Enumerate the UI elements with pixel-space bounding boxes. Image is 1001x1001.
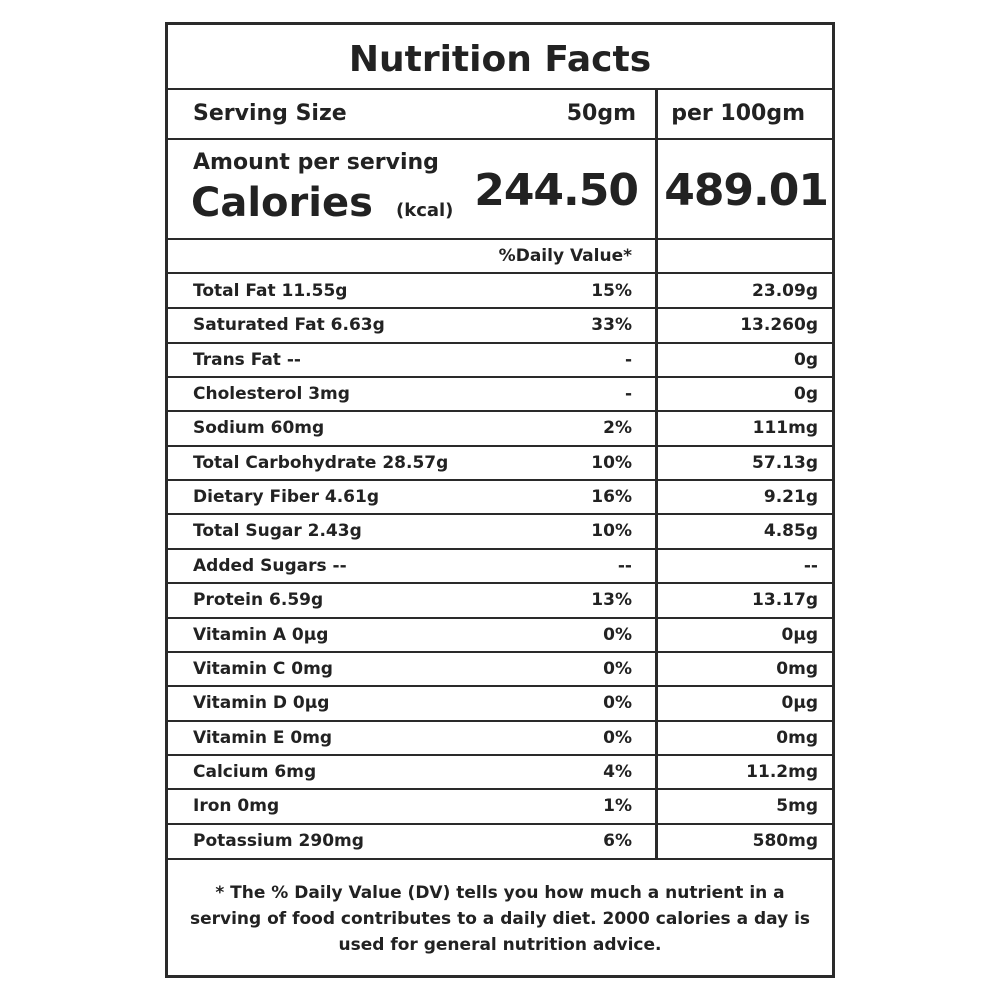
divider — [168, 376, 832, 379]
nutrient-name: Trans Fat -- — [193, 349, 301, 370]
nutrient-name: Vitamin A 0µg — [193, 624, 329, 645]
nutrient-name: Added Sugars -- — [193, 555, 347, 576]
daily-value: 1% — [603, 796, 632, 817]
nutrient-name: Vitamin D 0µg — [193, 693, 330, 714]
nutrient-name: Dietary Fiber 4.61g — [193, 487, 380, 508]
per-100g: 0mg — [776, 658, 818, 679]
per-100g: 0mg — [776, 727, 818, 748]
nutrient-name: Vitamin E 0mg — [193, 727, 333, 748]
daily-value: 33% — [591, 315, 632, 336]
per-100g: 23.09g — [752, 281, 818, 301]
per-100g: 9.21g — [763, 487, 818, 508]
daily-value: 10% — [591, 521, 632, 542]
nutrient-name: Calcium 6mg — [193, 761, 317, 782]
per-100g: 0µg — [781, 693, 818, 714]
per-100g: 13.17g — [752, 590, 818, 611]
divider — [168, 719, 832, 722]
divider — [168, 650, 832, 653]
calories-label: Calories — [191, 180, 373, 226]
divider — [168, 307, 832, 310]
daily-value: -- — [617, 555, 632, 576]
divider — [168, 582, 832, 585]
daily-value: 0% — [603, 658, 632, 679]
divider — [168, 341, 832, 344]
serving-amount: 50gm — [566, 101, 636, 126]
nutrient-name: Vitamin C 0mg — [193, 658, 333, 679]
nutrient-name: Iron 0mg — [193, 796, 280, 817]
calories-unit: (kcal) — [396, 200, 454, 221]
serving-label: Serving Size — [193, 101, 347, 126]
divider — [168, 822, 832, 825]
column-divider — [655, 88, 658, 858]
daily-value: 16% — [591, 487, 632, 508]
daily-value: 6% — [603, 830, 632, 851]
per-100g: 5mg — [776, 796, 818, 817]
nutrient-name: Protein 6.59g — [193, 590, 324, 611]
calories-value: 244.50 — [474, 165, 639, 216]
nutrient-name: Saturated Fat 6.63g — [193, 315, 385, 336]
nutrient-name: Total Sugar 2.43g — [193, 521, 362, 542]
calories-per100: 489.01 — [664, 165, 829, 216]
daily-value: - — [624, 349, 632, 370]
nutrient-name: Potassium 290mg — [193, 830, 364, 851]
divider — [168, 547, 832, 550]
divider — [168, 238, 832, 240]
nutrition-label: Nutrition Facts Serving Size 50gm per 10… — [165, 22, 835, 978]
nutrient-name: Cholesterol 3mg — [193, 384, 350, 405]
divider — [168, 753, 832, 756]
divider — [168, 88, 832, 90]
divider — [168, 138, 832, 140]
per-100g: 11.2mg — [746, 761, 818, 782]
daily-value: 0% — [603, 624, 632, 645]
nutrient-name: Total Fat 11.55g — [193, 281, 348, 301]
divider — [168, 685, 832, 688]
nutrient-name: Total Carbohydrate 28.57g — [193, 452, 449, 473]
footnote: * The % Daily Value (DV) tells you how m… — [189, 883, 811, 955]
daily-value: 0% — [603, 727, 632, 748]
amount-label: Amount per serving — [193, 150, 439, 175]
daily-value: 4% — [603, 761, 632, 782]
title: Nutrition Facts — [348, 39, 652, 80]
per-100g: -- — [803, 555, 818, 576]
divider — [168, 858, 832, 860]
divider — [168, 479, 832, 482]
daily-value-header: %Daily Value* — [498, 246, 632, 266]
nutrient-name: Sodium 60mg — [193, 418, 325, 439]
daily-value: 0% — [603, 693, 632, 714]
daily-value: 15% — [591, 281, 632, 301]
divider — [168, 616, 832, 619]
daily-value: 13% — [591, 590, 632, 611]
per-100g: 111mg — [752, 418, 818, 439]
per-100g: 4.85g — [763, 521, 818, 542]
serving-per: per 100gm — [671, 101, 805, 126]
divider — [168, 410, 832, 413]
daily-value: - — [624, 384, 632, 405]
daily-value: 2% — [603, 418, 632, 439]
divider — [168, 444, 832, 447]
divider — [168, 788, 832, 791]
per-100g: 57.13g — [752, 452, 818, 473]
per-100g: 13.260g — [740, 315, 818, 336]
per-100g: 0g — [794, 349, 818, 370]
divider — [168, 513, 832, 516]
per-100g: 0µg — [781, 624, 818, 645]
per-100g: 580mg — [752, 830, 818, 851]
divider — [168, 272, 832, 274]
per-100g: 0g — [794, 384, 818, 405]
daily-value: 10% — [591, 452, 632, 473]
